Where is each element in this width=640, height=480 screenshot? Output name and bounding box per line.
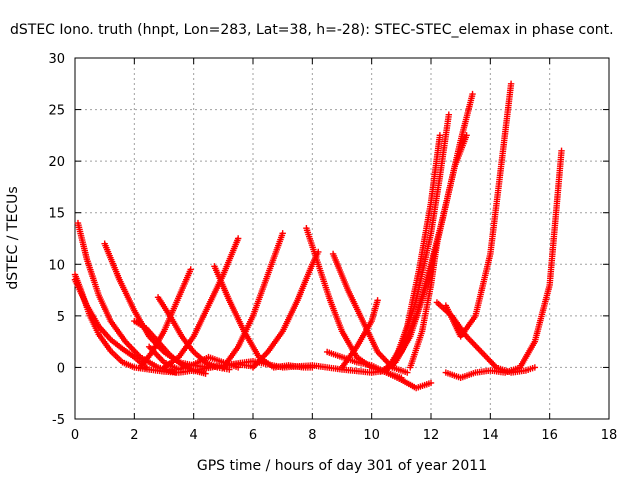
chart-title: dSTEC Iono. truth (hnpt, Lon=283, Lat=38… [10,22,614,38]
series-21 [389,132,444,371]
x-tick-label: 4 [190,428,198,443]
y-tick-label: 25 [48,104,65,119]
y-tick-label: 30 [48,52,65,67]
data-point [531,364,539,371]
series-5 [131,317,209,377]
x-tick-label: 14 [482,428,499,443]
x-tick-label: 6 [249,428,257,443]
series-20 [383,111,452,374]
data-point [433,240,441,247]
series-4 [71,276,150,371]
x-tick-label: 2 [130,428,138,443]
y-tick-label: 15 [48,207,65,222]
data-point [143,364,150,371]
y-axis-label: dSTEC / TECUs [5,186,21,289]
x-axis-label: GPS time / hours of day 301 of year 2011 [197,458,487,474]
series-22 [407,240,441,371]
data-point [558,147,565,155]
data-point [172,369,180,376]
y-tick-label: 5 [57,310,65,325]
data-point [187,266,194,273]
x-tick-label: 16 [541,428,558,443]
x-tick-label: 12 [423,428,440,443]
data-point [427,379,435,387]
x-tick-label: 10 [363,428,380,443]
series-13 [249,248,322,371]
x-tick-label: 0 [71,428,79,443]
plot-border [74,57,610,420]
data-point [279,230,286,237]
series-25 [442,147,565,381]
y-tick-label: 10 [48,258,65,273]
x-axis-ticks: 0 2 4 6 8 10 12 14 16 18 [71,58,617,443]
data-point [507,80,515,87]
series-15 [329,250,411,376]
y-tick-label: 0 [57,361,65,376]
series-8 [137,266,194,371]
series-17 [338,297,381,371]
data-point [469,90,476,98]
x-tick-label: 8 [308,428,316,443]
series-24 [442,80,515,340]
series-marks [71,80,565,392]
y-axis-ticks: -5 0 5 10 15 20 25 30 [48,52,609,428]
y-tick-label: -5 [52,413,65,428]
data-point [202,370,209,377]
plot-frame [74,57,610,420]
data-point [436,132,444,139]
y-tick-label: 20 [48,155,65,170]
data-point [463,132,470,139]
series-2 [74,219,180,376]
data-point [234,235,242,242]
x-tick-label: 18 [601,428,618,443]
data-point [374,297,381,304]
data-point [445,111,452,118]
data-point [404,369,411,376]
